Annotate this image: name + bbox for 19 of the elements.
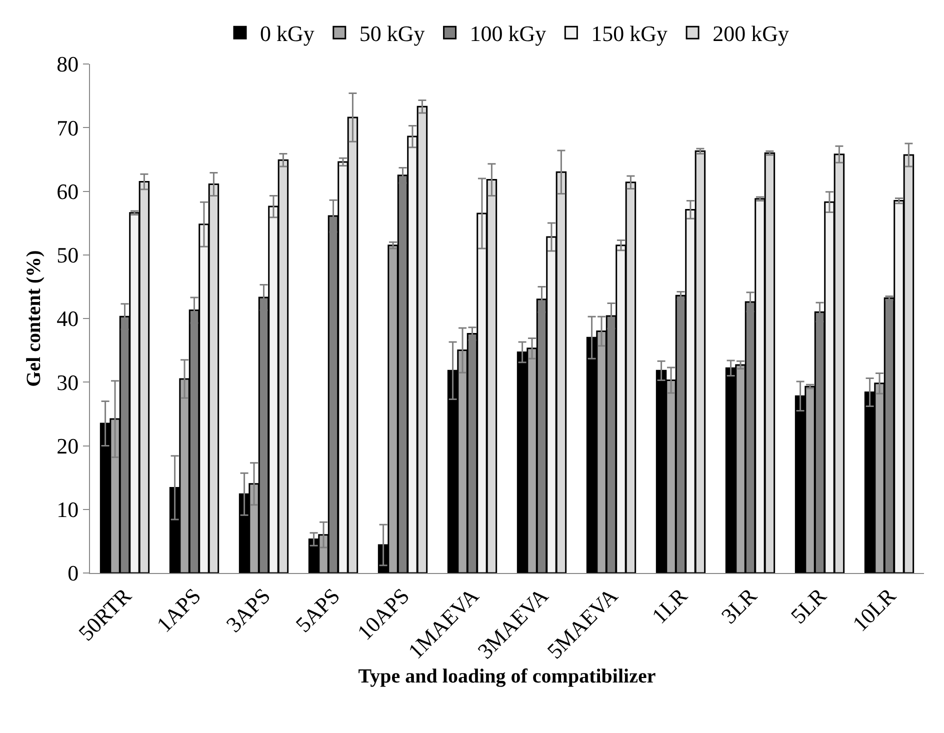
x-tick-label: 3LR	[716, 582, 762, 628]
y-tick-label: 50	[56, 242, 79, 268]
y-tick-label: 80	[56, 52, 79, 77]
legend-label: 0 kGy	[260, 21, 314, 46]
y-tick-label: 70	[56, 115, 79, 140]
legend-label: 50 kGy	[359, 21, 425, 46]
y-tick-label: 0	[68, 560, 79, 586]
x-tick-label: 1LR	[646, 582, 692, 628]
legend-label: 100 kGy	[470, 21, 546, 46]
y-tick-label: 20	[56, 433, 79, 458]
legend-label: 200 kGy	[712, 21, 789, 46]
y-axis-title: Gel content (%)	[23, 250, 45, 387]
x-axis-title: Type and loading of compatibilizer	[358, 666, 656, 688]
y-tick-label: 30	[56, 370, 79, 395]
x-tick-label: 5LR	[786, 582, 832, 628]
legend-label: 150 kGy	[591, 21, 668, 46]
y-tick-label: 60	[56, 178, 79, 204]
y-tick-label: 10	[56, 497, 79, 522]
y-tick-label: 40	[56, 306, 79, 332]
